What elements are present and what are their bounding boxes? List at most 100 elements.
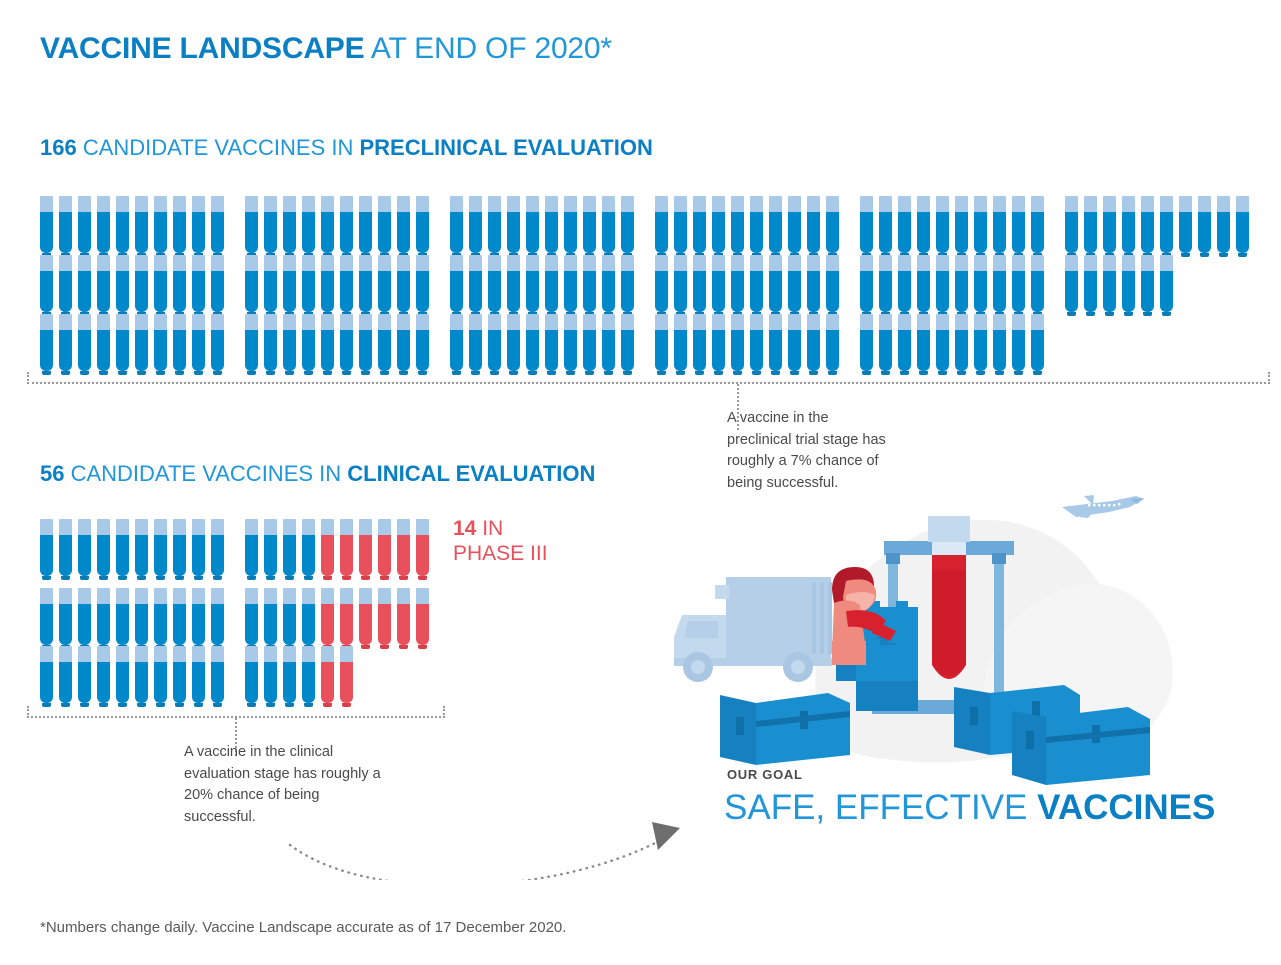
vial-cap: [135, 588, 148, 604]
vial-candidate: [116, 196, 129, 257]
vial-candidate: [450, 314, 463, 375]
vial-body: [78, 212, 91, 253]
phase-three-in: IN: [476, 517, 504, 540]
vial-candidate: [135, 519, 148, 580]
vial-body: [154, 212, 167, 253]
clinical-vial-row: [40, 588, 435, 649]
vial-cap: [173, 196, 186, 212]
vial-cap: [602, 255, 615, 271]
vial-cap: [1031, 314, 1044, 330]
vial-cap: [488, 196, 501, 212]
vial-cap: [1031, 255, 1044, 271]
vial-candidate: [135, 196, 148, 257]
vial-candidate: [59, 196, 72, 257]
vial-candidate: [788, 314, 801, 375]
vial-candidate: [936, 255, 949, 316]
vial-cap: [192, 646, 205, 662]
vial-phase-three: [416, 588, 429, 649]
vial-cap: [955, 255, 968, 271]
vial-candidate: [693, 314, 706, 375]
vial-cap: [40, 519, 53, 535]
vial-foot: [418, 645, 427, 649]
vial-cap: [860, 255, 873, 271]
vial-phase-three: [340, 646, 353, 707]
vial-body: [78, 604, 91, 645]
vial-cap: [78, 314, 91, 330]
vial-candidate: [416, 255, 429, 316]
vial-foot: [585, 371, 594, 375]
vial-candidate: [488, 314, 501, 375]
vial-cap: [321, 314, 334, 330]
vial-cap: [359, 196, 372, 212]
vial-candidate: [378, 196, 391, 257]
vial-cap: [936, 255, 949, 271]
vial-body: [879, 330, 892, 371]
vial-cap: [211, 196, 224, 212]
vial-body: [416, 212, 429, 253]
vial-candidate: [674, 196, 687, 257]
vial-candidate: [173, 646, 186, 707]
vial-body: [1160, 212, 1173, 253]
vial-candidate: [974, 314, 987, 375]
vial-cap: [397, 519, 410, 535]
vial-foot: [900, 371, 909, 375]
vial-candidate: [450, 196, 463, 257]
vial-body: [359, 604, 372, 645]
vial-cap: [397, 588, 410, 604]
vial-foot: [809, 371, 818, 375]
vial-candidate: [211, 588, 224, 649]
vial-candidate: [416, 314, 429, 375]
vial-candidate: [526, 255, 539, 316]
vial-foot: [156, 371, 165, 375]
footnote: *Numbers change daily. Vaccine Landscape…: [40, 919, 567, 936]
vial-candidate: [1031, 196, 1044, 257]
vial-candidate: [59, 255, 72, 316]
vial-candidate: [192, 588, 205, 649]
vial-body: [283, 212, 296, 253]
vial-foot: [323, 703, 332, 707]
vial-foot: [61, 371, 70, 375]
bracket-tick-left: [27, 372, 29, 384]
vial-group: [40, 314, 230, 375]
vial-candidate: [154, 196, 167, 257]
vial-foot: [733, 371, 742, 375]
vial-candidate: [78, 196, 91, 257]
vial-cap: [211, 646, 224, 662]
vial-foot: [61, 576, 70, 580]
vial-candidate: [97, 255, 110, 316]
vial-cap: [917, 255, 930, 271]
vial-foot: [604, 371, 613, 375]
vial-candidate: [1031, 255, 1044, 316]
vial-cap: [154, 255, 167, 271]
vial-candidate: [955, 196, 968, 257]
vial-body: [731, 212, 744, 253]
vial-cap: [1103, 255, 1116, 271]
vial-candidate: [211, 255, 224, 316]
vial-cap: [826, 196, 839, 212]
vial-candidate: [245, 314, 258, 375]
vial-candidate: [731, 196, 744, 257]
vial-foot: [752, 371, 761, 375]
vial-body: [488, 330, 501, 371]
vial-cap: [826, 314, 839, 330]
vial-candidate: [545, 255, 558, 316]
vial-cap: [40, 314, 53, 330]
vial-body: [321, 662, 334, 703]
vial-candidate: [1160, 255, 1173, 316]
vial-cap: [211, 255, 224, 271]
vial-cap: [526, 196, 539, 212]
vial-cap: [1084, 196, 1097, 212]
vial-body: [59, 330, 72, 371]
vial-candidate: [192, 314, 205, 375]
vial-cap: [898, 314, 911, 330]
vial-body: [1065, 271, 1078, 312]
vial-cap: [283, 196, 296, 212]
vial-body: [1236, 212, 1249, 253]
vial-candidate: [712, 314, 725, 375]
vial-candidate: [173, 519, 186, 580]
vial-body: [40, 330, 53, 371]
vial-body: [1103, 271, 1116, 312]
vial-cap: [788, 255, 801, 271]
vial-body: [135, 212, 148, 253]
vial-cap: [59, 646, 72, 662]
